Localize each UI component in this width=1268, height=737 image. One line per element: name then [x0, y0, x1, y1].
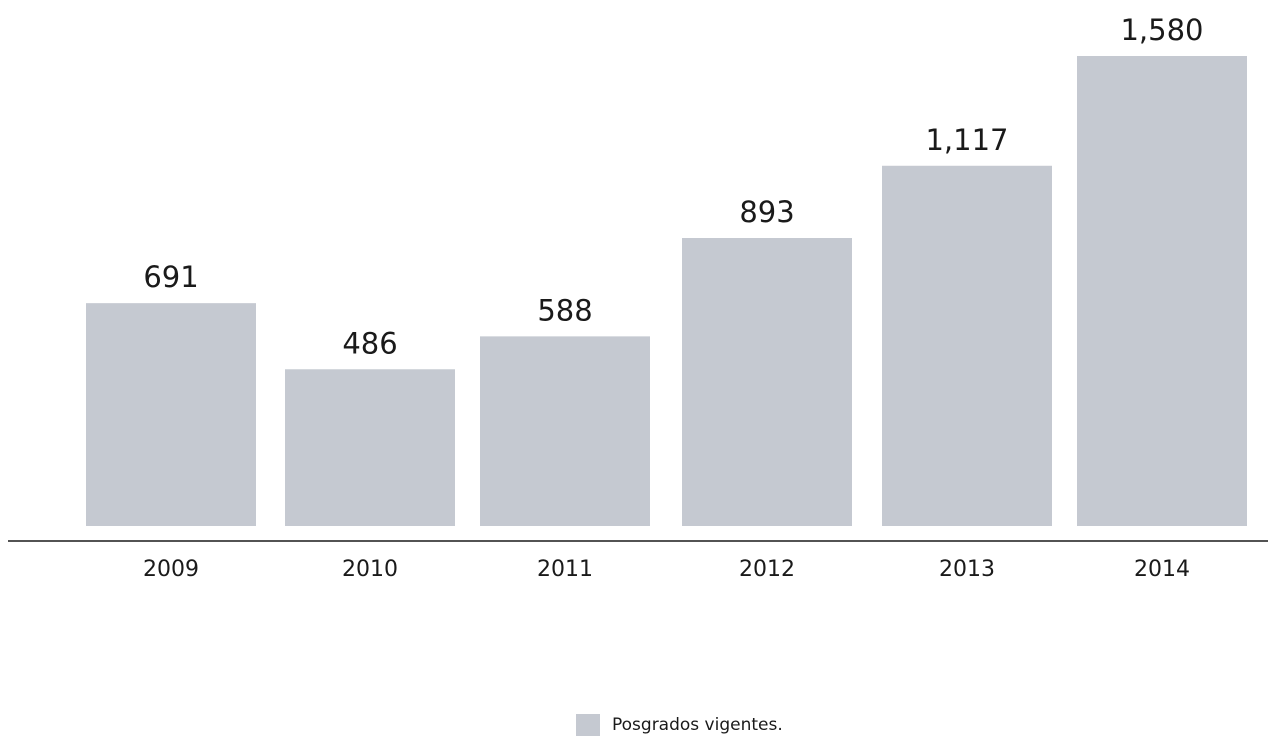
bar-2011: [480, 336, 650, 526]
bars-group: 691 486 588 893 1,117 1,580: [86, 13, 1247, 526]
bar-value-label-2011: 588: [537, 293, 592, 327]
bar-value-label-2009: 691: [143, 260, 198, 294]
bar-value-label-2012: 893: [739, 195, 794, 229]
bar-value-label-2014: 1,580: [1120, 13, 1203, 47]
bar-2010: [285, 369, 455, 526]
bar-value-label-2013: 1,117: [925, 123, 1008, 157]
x-axis-ticks: 2009 2010 2011 2012 2013 2014: [143, 557, 1190, 582]
bar-2014: [1077, 56, 1247, 526]
legend: Posgrados vigentes.: [576, 714, 783, 736]
x-tick-label-2011: 2011: [537, 557, 593, 582]
x-tick-label-2013: 2013: [939, 557, 995, 582]
x-tick-label-2014: 2014: [1134, 557, 1190, 582]
bar-value-label-2010: 486: [342, 326, 397, 360]
legend-label: Posgrados vigentes.: [612, 715, 783, 735]
x-tick-label-2012: 2012: [739, 557, 795, 582]
x-tick-label-2010: 2010: [342, 557, 398, 582]
bar-2012: [682, 238, 852, 526]
legend-swatch: [576, 714, 600, 736]
bar-2013: [882, 166, 1052, 526]
x-tick-label-2009: 2009: [143, 557, 199, 582]
bar-2009: [86, 303, 256, 526]
